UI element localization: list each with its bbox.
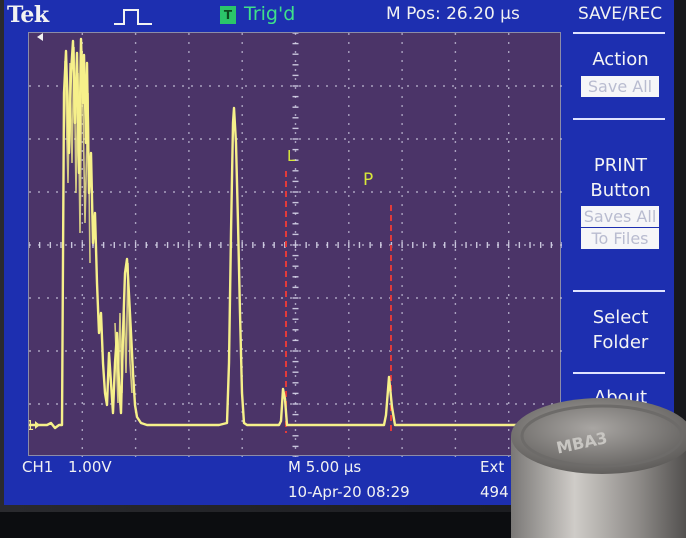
trigger-position-arrow [37,33,43,41]
trigger-status: Trig'd [244,3,296,25]
menu-print-title-2[interactable]: Button [590,180,651,201]
date-time-readout: 10-Apr-20 08:29 [288,483,410,501]
top-status-bar: Tek T Trig'd M Pos: 26.20 μs SAVE/REC [4,0,674,30]
pulse-trigger-icon [114,9,152,25]
trigger-icon: T [220,6,236,24]
menu-select-title[interactable]: Select [592,307,649,328]
ch1-label: CH1 [22,458,54,476]
bottom-status-bar: CH1 1.00V M 5.00 μs Ext 10-Apr-20 08:29 … [4,456,674,505]
menu-select-title-2[interactable]: Folder [592,332,649,353]
waveform-display: L P 1 [29,33,562,457]
menu-print-value-2[interactable]: To Files [581,228,659,249]
coin-battery-photo: MBA3 [511,398,686,538]
ch1-ground-marker: 1 [29,419,34,434]
record-count: 494 [480,483,509,501]
cursor-label-l: L [287,147,296,165]
brand-logo: Tek [7,2,49,28]
ch1-ground-arrow [35,421,40,429]
menu-print-title[interactable]: PRINT [593,155,648,176]
cursor-label-p: P [363,170,373,190]
side-menu: Action Save All PRINT Button Saves All T… [567,32,674,452]
menu-separator [573,290,665,292]
menu-separator [573,118,665,120]
menu-separator [573,372,665,374]
graticule: L P 1 [28,32,562,457]
menu-action-title[interactable]: Action [592,49,649,70]
ch1-volts-per-div: 1.00V [68,458,112,476]
horizontal-position: M Pos: 26.20 μs [386,4,520,24]
menu-print-value-1[interactable]: Saves All [581,206,659,227]
menu-separator [573,32,665,34]
menu-title: SAVE/REC [578,4,663,24]
menu-action-value[interactable]: Save All [581,76,659,97]
trigger-source: Ext [480,458,505,476]
timebase-readout: M 5.00 μs [288,458,362,476]
